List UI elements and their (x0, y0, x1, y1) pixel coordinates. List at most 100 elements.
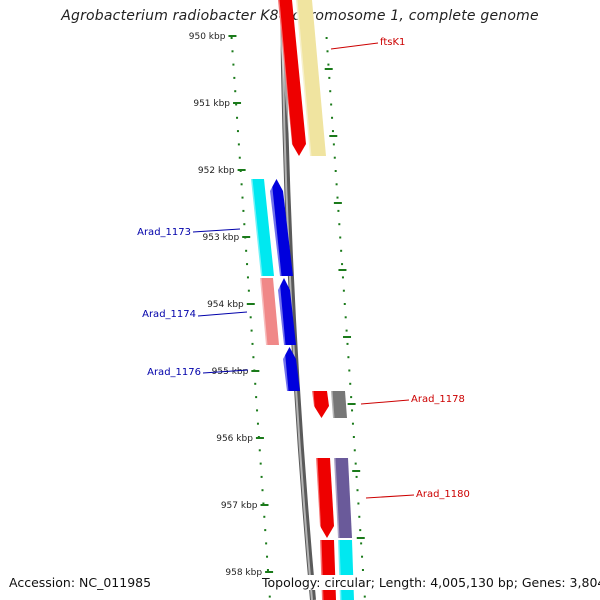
gene-shine (314, 457, 322, 539)
minor-tick-left (245, 249, 248, 252)
gene-shine (281, 346, 289, 392)
gene-adjacent-ftsK1[interactable] (294, 0, 326, 157)
gene-shine (332, 457, 340, 539)
label-ftsK1: ftsK1 (380, 37, 405, 48)
label-leader-line (360, 399, 410, 405)
minor-tick-left (247, 289, 250, 292)
gene-blue-2[interactable] (276, 277, 296, 346)
minor-tick-left (255, 396, 258, 399)
label-arad-1174: Arad_1174 (142, 309, 196, 320)
gene-shine (268, 178, 282, 277)
gene-body[interactable] (283, 347, 300, 391)
minor-tick-left (256, 409, 259, 412)
minor-tick-left (246, 276, 249, 279)
minor-tick-right (351, 422, 354, 425)
minor-tick-left (252, 356, 255, 359)
tick-label: 950 kbp (189, 32, 226, 42)
minor-ticks (230, 37, 366, 598)
gene-arad-1176[interactable] (281, 346, 300, 392)
gene-purple[interactable] (332, 457, 352, 539)
label-arad-1176: Arad_1176 (147, 367, 201, 378)
minor-tick-right (325, 37, 328, 39)
gene-arad-1174[interactable] (258, 277, 279, 346)
minor-tick-right (333, 156, 336, 159)
gene-shine (249, 178, 263, 277)
minor-tick-right (335, 183, 338, 186)
gene-arad-1173[interactable] (249, 178, 274, 277)
gene-arad-1180[interactable] (314, 457, 334, 539)
minor-tick-right (338, 223, 341, 226)
label-leader-line (192, 228, 241, 233)
gene-body[interactable] (331, 391, 347, 418)
gene-body[interactable] (334, 458, 352, 538)
minor-tick-right (361, 555, 364, 558)
minor-tick-right (354, 462, 357, 465)
tick-label: 951 kbp (193, 99, 230, 109)
minor-tick-left (241, 196, 244, 199)
gene-shine (258, 277, 268, 346)
minor-tick-right (336, 196, 339, 199)
label-leader-line (202, 369, 249, 374)
minor-tick-left (230, 37, 233, 39)
minor-tick-left (251, 342, 254, 345)
gene-body[interactable] (278, 278, 296, 345)
gene-body[interactable] (260, 278, 279, 345)
gene-features[interactable] (249, 0, 354, 600)
gene-cyan-bottom[interactable] (336, 539, 354, 600)
minor-tick-right (356, 489, 359, 492)
minor-tick-left (260, 475, 263, 478)
minor-tick-left (250, 329, 253, 332)
minor-tick-right (351, 409, 354, 412)
gene-ftsK1[interactable] (276, 0, 306, 157)
minor-tick-right (360, 542, 363, 545)
minor-tick-right (358, 515, 361, 518)
minor-tick-right (350, 396, 353, 399)
gene-body[interactable] (251, 179, 274, 276)
tick-label: 958 kbp (225, 568, 262, 578)
gene-body[interactable] (278, 0, 306, 156)
minor-tick-right (340, 249, 343, 252)
minor-tick-right (353, 449, 356, 452)
gene-shine (310, 390, 316, 419)
minor-tick-left (246, 263, 249, 266)
minor-tick-left (236, 116, 239, 119)
tick-label: 952 kbp (198, 166, 235, 176)
minor-tick-right (352, 436, 355, 438)
gene-body[interactable] (312, 391, 329, 418)
minor-tick-left (240, 183, 243, 186)
minor-tick-left (259, 462, 262, 465)
genome-summary-text: Topology: circular; Length: 4,005,130 bp… (262, 575, 600, 590)
gene-body[interactable] (270, 179, 293, 276)
minor-tick-right (337, 209, 340, 212)
minor-tick-left (263, 515, 266, 518)
minor-tick-left (258, 449, 261, 452)
minor-tick-left (266, 569, 269, 571)
minor-tick-right (327, 63, 330, 66)
minor-tick-right (331, 116, 334, 119)
minor-tick-left (238, 156, 241, 159)
gene-grey[interactable] (329, 390, 347, 419)
gene-arad-1178[interactable] (310, 390, 329, 419)
minor-tick-right (363, 595, 366, 598)
minor-tick-left (231, 50, 234, 53)
minor-tick-left (242, 209, 245, 212)
minor-tick-right (328, 76, 331, 79)
label-arad-1180: Arad_1180 (416, 489, 470, 500)
minor-tick-left (249, 316, 252, 319)
minor-tick-left (261, 489, 264, 492)
gene-red-bottom[interactable] (318, 539, 336, 600)
minor-tick-left (265, 542, 268, 545)
gene-body[interactable] (316, 458, 334, 538)
gene-body[interactable] (296, 0, 326, 156)
tick-label: 954 kbp (207, 300, 244, 310)
minor-tick-right (341, 276, 344, 279)
gene-shine (329, 390, 335, 419)
minor-tick-left (243, 223, 246, 226)
gene-blue-1[interactable] (268, 178, 293, 277)
minor-tick-left (262, 502, 265, 505)
accession-text: Accession: NC_011985 (9, 575, 152, 590)
tick-label: 956 kbp (216, 434, 253, 444)
minor-tick-left (264, 529, 267, 532)
minor-tick-left (234, 90, 237, 93)
